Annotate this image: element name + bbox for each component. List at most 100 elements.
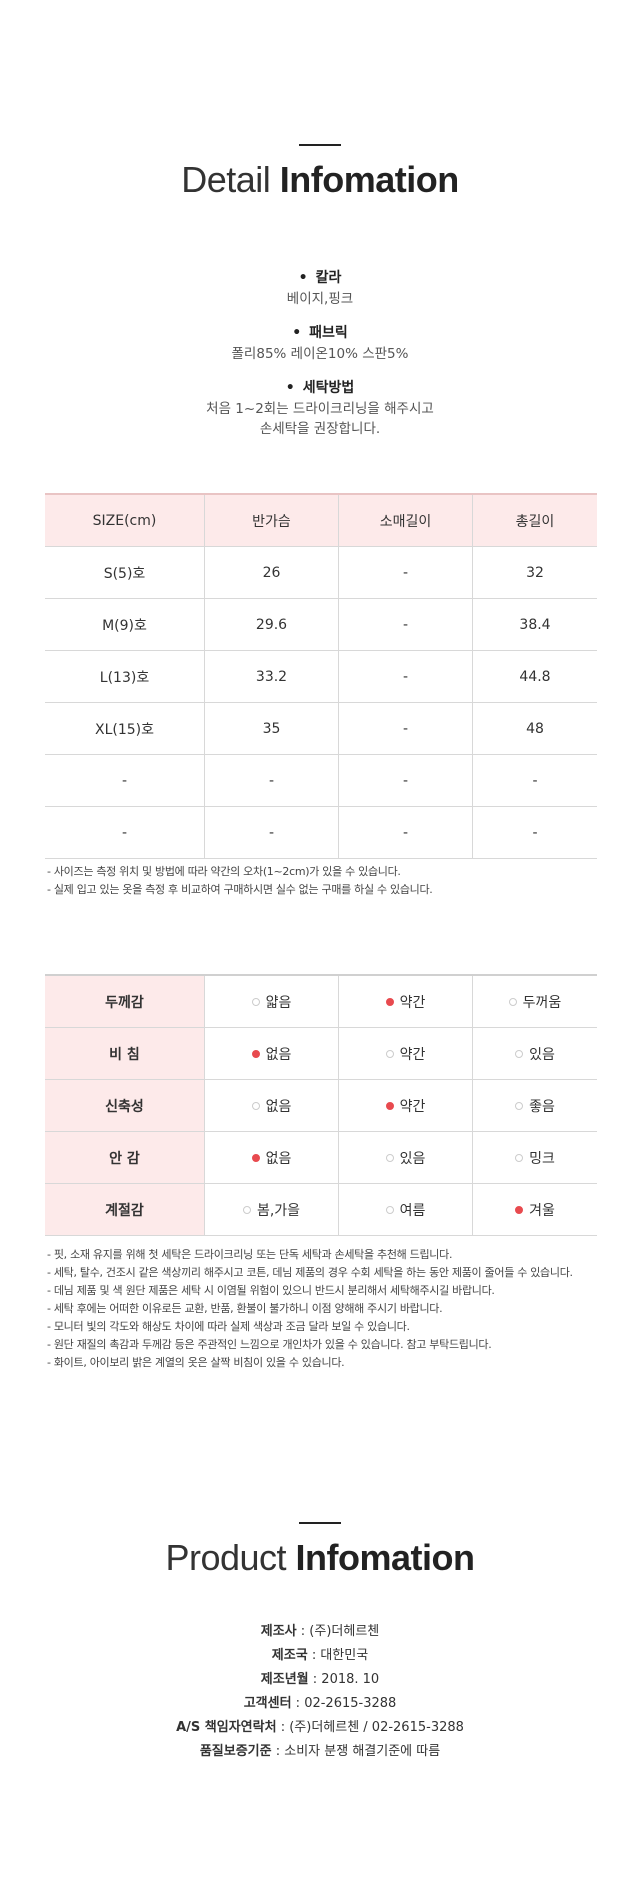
radio-icon — [508, 997, 517, 1006]
product-info-item: 제조사 : (주)더헤르첸 — [260, 1624, 380, 1639]
option-label: 여름 — [399, 1202, 426, 1219]
product-title-light: Product — [165, 1537, 287, 1578]
info-value: 소비자 분쟁 해결기준에 따름 — [284, 1744, 441, 1759]
info-key: 고객센터 — [243, 1696, 292, 1711]
info-key: 품질보증기준 — [199, 1744, 272, 1759]
option-cell: 약간 — [338, 1027, 473, 1080]
table-row: - - - - — [45, 806, 597, 859]
spec-value: 손세탁을 권장합니다. — [259, 421, 381, 437]
option-label: 없음 — [265, 1046, 292, 1063]
table-cell: 26 — [204, 546, 339, 599]
spec-fabric: • 패브릭 폴리85% 레이온10% 스판5% — [0, 323, 640, 364]
note-line: - 핏, 소재 유지를 위해 첫 세탁은 드라이크리닝 또는 단독 세탁과 손세… — [47, 1248, 453, 1261]
option-label: 봄,가을 — [256, 1202, 301, 1219]
spec-label: 세탁방법 — [302, 380, 355, 396]
table-cell: 32 — [472, 546, 597, 599]
fabric-feel-table: 두께감 얇음 약간 두꺼움 비 침 없음 약간 있음 신축성 없음 약간 좋음 … — [45, 974, 597, 1236]
spec-value: 처음 1~2회는 드라이크리닝을 해주시고 — [206, 401, 434, 417]
bullet-icon: • — [292, 325, 302, 341]
radio-icon — [515, 1049, 524, 1058]
option-cell: 좋음 — [472, 1079, 597, 1132]
info-key: 제조국 — [271, 1648, 308, 1663]
detail-title: Detail Infomation — [0, 158, 640, 202]
info-value: 대한민국 — [320, 1648, 369, 1663]
table-row: XL(15)호 35 - 48 — [45, 702, 597, 755]
product-title-bold: Infomation — [295, 1537, 475, 1578]
radio-icon — [385, 1205, 394, 1214]
info-value: 02-2615-3288 — [304, 1696, 397, 1711]
detail-title-bold: Infomation — [279, 159, 459, 200]
option-label: 있음 — [399, 1150, 426, 1167]
info-key: 제조사 — [260, 1624, 297, 1639]
row-label: 비 침 — [45, 1027, 205, 1080]
option-cell: 있음 — [338, 1131, 473, 1184]
option-cell: 밍크 — [472, 1131, 597, 1184]
product-info-item: 품질보증기준 : 소비자 분쟁 해결기준에 따름 — [199, 1744, 441, 1759]
option-label: 없음 — [265, 1098, 292, 1115]
option-label: 약간 — [399, 1046, 426, 1063]
feel-row-stretch: 신축성 없음 약간 좋음 — [45, 1079, 597, 1132]
spec-list: • 칼라 베이지,핑크 • 패브릭 폴리85% 레이온10% 스판5% • 세탁방법 … — [0, 268, 640, 453]
table-cell: - — [338, 806, 473, 859]
table-cell: - — [338, 754, 473, 807]
option-cell: 없음 — [204, 1079, 339, 1132]
info-key: 제조년월 — [260, 1672, 309, 1687]
table-cell: - — [472, 806, 597, 859]
table-cell: S(5)호 — [45, 546, 205, 599]
note-line: - 사이즈는 측정 위치 및 방법에 따라 약간의 오차(1~2cm)가 있을 … — [47, 865, 401, 878]
table-row: M(9)호 29.6 - 38.4 — [45, 598, 597, 651]
detail-title-light: Detail — [181, 159, 271, 200]
bullet-icon: • — [285, 380, 295, 396]
table-cell: 44.8 — [472, 650, 597, 703]
table-cell: 35 — [204, 702, 339, 755]
table-cell: XL(15)호 — [45, 702, 205, 755]
radio-icon — [385, 1049, 394, 1058]
option-label: 좋음 — [529, 1098, 555, 1115]
product-info-item: 제조년월 : 2018. 10 — [260, 1672, 380, 1687]
radio-selected-icon — [251, 1153, 260, 1162]
option-label: 밍크 — [529, 1150, 555, 1167]
row-label: 신축성 — [45, 1079, 205, 1132]
table-cell: 38.4 — [472, 598, 597, 651]
feel-row-sheerness: 비 침 없음 약간 있음 — [45, 1027, 597, 1080]
note-line: - 실제 입고 있는 옷을 측정 후 비교하여 구매하시면 실수 없는 구매를 … — [47, 883, 433, 896]
care-notes: - 핏, 소재 유지를 위해 첫 세탁은 드라이크리닝 또는 단독 세탁과 손세… — [47, 1246, 573, 1372]
size-table: SIZE(cm) 반가슴 소매길이 총길이 S(5)호 26 - 32 M(9)… — [45, 493, 597, 859]
table-cell: 29.6 — [204, 598, 339, 651]
table-cell: - — [338, 546, 473, 599]
title-divider — [299, 1522, 341, 1524]
note-line: - 데님 제품 및 색 원단 제품은 세탁 시 이염될 위험이 있으니 반드시 … — [47, 1284, 495, 1297]
spec-label: 칼라 — [315, 270, 342, 286]
info-key: A/S 책임자연락처 — [176, 1720, 277, 1735]
header-cell: SIZE(cm) — [45, 493, 205, 547]
option-label: 두꺼움 — [522, 994, 562, 1011]
option-cell: 두꺼움 — [472, 974, 597, 1028]
row-label: 계절감 — [45, 1183, 205, 1236]
size-notes: - 사이즈는 측정 위치 및 방법에 따라 약간의 오차(1~2cm)가 있을 … — [47, 863, 433, 899]
product-info-list: 제조사 : (주)더헤르첸 제조국 : 대한민국 제조년월 : 2018. 10… — [0, 1620, 640, 1764]
table-row: - - - - — [45, 754, 597, 807]
feel-row-season: 계절감 봄,가을 여름 겨울 — [45, 1183, 597, 1236]
option-cell: 약간 — [338, 974, 473, 1028]
radio-icon — [251, 1101, 260, 1110]
option-cell: 얇음 — [204, 974, 339, 1028]
product-info-item: 제조국 : 대한민국 — [271, 1648, 369, 1663]
option-label: 약간 — [399, 994, 426, 1011]
radio-selected-icon — [385, 1101, 394, 1110]
option-label: 얇음 — [265, 994, 292, 1011]
table-cell: M(9)호 — [45, 598, 205, 651]
spec-value: 베이지,핑크 — [286, 291, 354, 307]
option-label: 있음 — [529, 1046, 555, 1063]
radio-icon — [251, 997, 260, 1006]
option-cell: 봄,가을 — [204, 1183, 339, 1236]
spec-color: • 칼라 베이지,핑크 — [0, 268, 640, 309]
option-label: 약간 — [399, 1098, 426, 1115]
table-header-row: SIZE(cm) 반가슴 소매길이 총길이 — [45, 493, 597, 547]
table-cell: L(13)호 — [45, 650, 205, 703]
spec-value: 폴리85% 레이온10% 스판5% — [231, 346, 409, 362]
radio-selected-icon — [251, 1049, 260, 1058]
title-divider — [299, 144, 341, 146]
table-cell: 33.2 — [204, 650, 339, 703]
radio-icon — [515, 1101, 524, 1110]
table-cell: 48 — [472, 702, 597, 755]
